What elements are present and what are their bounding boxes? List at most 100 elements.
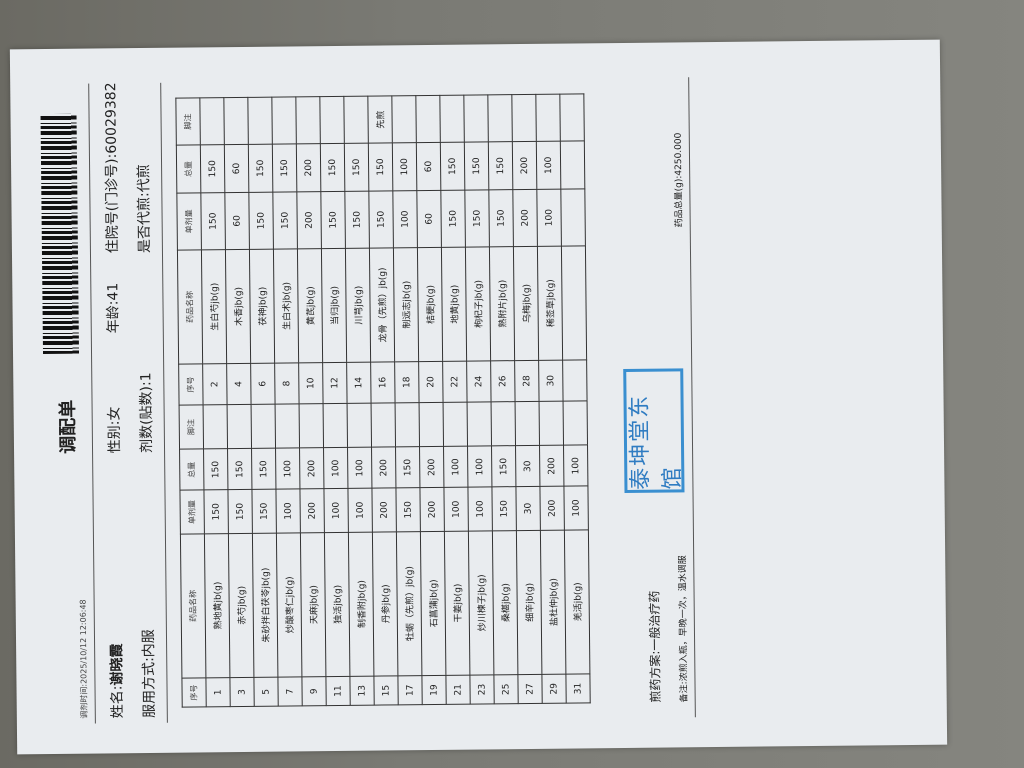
table-cell: 当归jb(g) xyxy=(321,248,347,363)
table-cell: 27 xyxy=(517,674,543,704)
table-cell: 石菖蒲jb(g) xyxy=(420,530,446,676)
table-cell: 100 xyxy=(467,445,492,488)
table-cell: 桑椹jb(g) xyxy=(492,530,518,675)
table-cell: 乌梅jb(g) xyxy=(513,246,539,361)
table-cell: 川芎jb(g) xyxy=(345,247,371,363)
table-cell: 150 xyxy=(464,189,490,247)
table-cell: 熟附片jb(g) xyxy=(489,246,515,361)
patient-name: 姓名:谢晓霞 xyxy=(106,643,127,718)
table-cell xyxy=(323,403,348,448)
table-cell xyxy=(511,94,537,142)
table-cell: 60 xyxy=(224,144,249,193)
table-cell: 200 xyxy=(539,445,564,487)
column-header: 脚注 xyxy=(179,404,204,450)
table-cell: 100 xyxy=(563,486,589,530)
table-cell xyxy=(562,359,588,402)
pharmacy-stamp: 泰坤堂东馆 xyxy=(623,368,685,493)
table-cell: 150 xyxy=(440,142,465,191)
table-cell xyxy=(391,95,417,144)
table-cell: 19 xyxy=(421,675,447,705)
table-cell: 23 xyxy=(469,674,495,705)
table-cell: 羌活jb(g) xyxy=(564,529,590,675)
table-cell xyxy=(559,93,585,142)
table-cell: 100 xyxy=(275,489,301,533)
table-cell: 100 xyxy=(323,447,348,490)
table-cell: 26 xyxy=(490,360,516,402)
table-cell xyxy=(247,97,273,145)
table-row: 31 羌活jb(g) 100 100 xyxy=(559,93,591,704)
table-cell: 枸杞子jb(g) xyxy=(465,246,491,362)
table-cell: 6 xyxy=(250,363,276,405)
table-cell xyxy=(419,402,444,447)
table-cell xyxy=(371,402,396,448)
table-cell: 8 xyxy=(274,362,300,405)
usage: 服用方式:内服 xyxy=(140,629,158,719)
table-cell: 200 xyxy=(539,486,565,530)
table-cell xyxy=(561,245,587,361)
table-cell: 20 xyxy=(418,361,444,403)
doses: 剂数(贴数):1 xyxy=(138,372,156,454)
table-cell: 稀莶草jb(g) xyxy=(537,245,563,361)
table-cell: 150 xyxy=(395,446,420,489)
table-cell: 150 xyxy=(344,143,369,192)
table-cell: 独活jb(g) xyxy=(324,531,350,677)
table-cell: 150 xyxy=(272,191,298,249)
prescription-sheet: 调配单 调剂时间:2025/10/12 12:06:48 姓名:谢晓霞 性别:女… xyxy=(9,39,948,755)
table-cell: 200 xyxy=(419,446,444,489)
table-cell: 150 xyxy=(251,489,277,533)
table-cell: 60 xyxy=(224,192,250,250)
table-cell xyxy=(535,94,561,142)
table-cell: 150 xyxy=(344,191,370,249)
column-header: 序号 xyxy=(181,677,207,708)
table-cell: 7 xyxy=(277,676,303,707)
table-cell: 干姜jb(g) xyxy=(444,530,470,676)
barcode xyxy=(40,113,80,355)
table-cell: 21 xyxy=(445,675,471,705)
table-cell: 60 xyxy=(416,190,442,248)
table-cell xyxy=(560,188,586,246)
table-cell xyxy=(223,97,249,145)
table-cell xyxy=(271,96,297,145)
table-cell: 12 xyxy=(322,362,348,404)
table-cell: 100 xyxy=(323,488,349,533)
table-cell xyxy=(443,402,468,447)
column-header: 总量 xyxy=(176,145,201,194)
age: 年龄:41 xyxy=(105,282,122,334)
table-cell xyxy=(563,400,588,446)
column-header: 单剂量 xyxy=(179,490,205,534)
table-cell: 制远志jb(g) xyxy=(393,247,419,362)
table-cell xyxy=(491,401,516,446)
gender: 性别:女 xyxy=(106,406,124,454)
table-cell xyxy=(203,404,228,450)
table-cell: 木香jb(g) xyxy=(225,249,251,364)
table-cell: 28 xyxy=(514,360,540,402)
table-cell: 生白术jb(g) xyxy=(273,248,299,364)
table-cell: 100 xyxy=(275,448,300,490)
medicine-table: 序号 药品名称 单剂量 总量 脚注 序号 药品名称 单剂量 总量 脚注 1 熟地黄jb(g) 150 1… xyxy=(175,93,591,708)
table-cell: 100 xyxy=(443,487,469,531)
table-cell: 60 xyxy=(416,142,441,191)
table-cell xyxy=(227,404,252,449)
table-cell: 桔梗jb(g) xyxy=(417,247,443,362)
table-cell xyxy=(343,96,369,144)
table-cell: 100 xyxy=(347,488,373,532)
table-cell: 制香附jb(g) xyxy=(348,531,374,677)
table-cell: 200 xyxy=(419,487,445,532)
table-cell: 10 xyxy=(298,362,324,404)
table-cell: 150 xyxy=(200,192,226,250)
table-cell xyxy=(395,402,420,447)
table-cell: 14 xyxy=(346,362,372,404)
table-cell: 丹参jb(g) xyxy=(372,531,398,677)
table-cell: 100 xyxy=(392,190,418,248)
table-cell: 18 xyxy=(394,361,420,403)
table-cell: 生白芍jb(g) xyxy=(201,249,227,364)
table-cell: 200 xyxy=(299,489,325,533)
table-cell: 炒川楝子jb(g) xyxy=(468,530,494,676)
table-cell xyxy=(415,95,441,143)
table-cell: 茯神jb(g) xyxy=(249,248,275,364)
table-cell: 100 xyxy=(443,446,468,488)
table-cell xyxy=(199,97,225,146)
table-cell: 150 xyxy=(248,192,274,250)
table-cell xyxy=(295,96,321,145)
table-cell: 150 xyxy=(320,143,345,192)
